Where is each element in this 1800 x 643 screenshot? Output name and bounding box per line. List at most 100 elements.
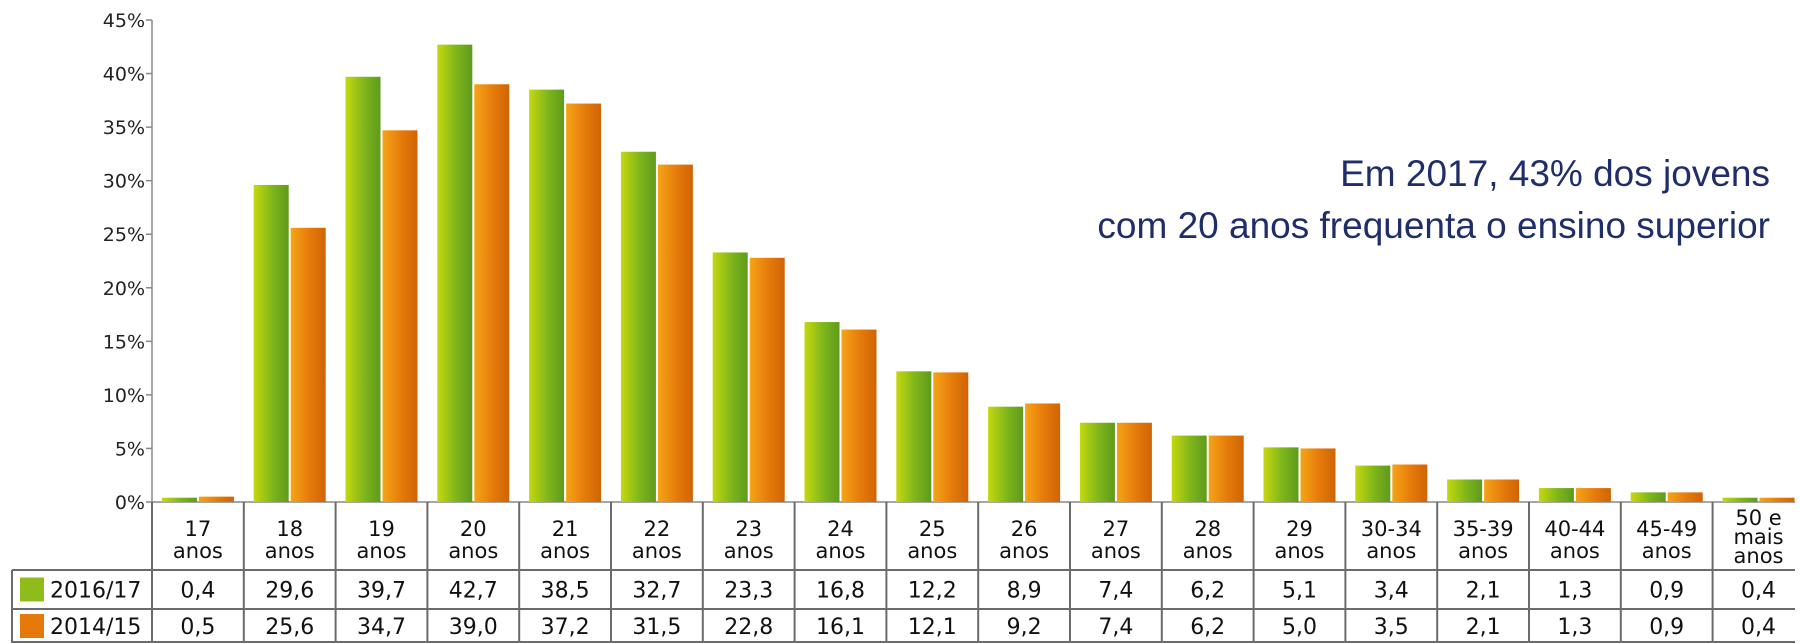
bar-2014/15 <box>1208 435 1244 502</box>
bar-2014/15 <box>1300 448 1336 502</box>
category-label: anos <box>1550 539 1600 563</box>
y-tick-label: 10% <box>103 385 145 407</box>
category-label: 20 <box>460 517 487 541</box>
data-value: 8,9 <box>1007 579 1042 604</box>
data-value: 31,5 <box>632 615 681 640</box>
category-label: 50 e <box>1735 506 1781 530</box>
data-value: 0,9 <box>1649 579 1684 604</box>
category-label: 19 <box>368 517 395 541</box>
category-label: anos <box>632 539 682 563</box>
category-label: anos <box>173 539 223 563</box>
bars <box>161 44 1795 503</box>
bar-2014/15 <box>1484 479 1520 502</box>
category-label: anos <box>724 539 774 563</box>
category-label: 17 <box>185 517 212 541</box>
y-tick-label: 0% <box>115 492 145 514</box>
category-label: anos <box>999 539 1049 563</box>
y-axis: 0% 5% 10% 15% 20% 25% 30% 35% 40% 45% <box>103 10 1795 514</box>
data-value: 32,7 <box>632 579 681 604</box>
data-value: 16,8 <box>816 579 865 604</box>
category-label: 18 <box>276 517 303 541</box>
bar-2016/17 <box>253 184 289 502</box>
bar-2014/15 <box>474 84 510 503</box>
bar-2014/15 <box>657 164 693 502</box>
category-label: 24 <box>827 517 854 541</box>
bar-2016/17 <box>1079 422 1115 502</box>
data-value: 42,7 <box>449 579 498 604</box>
bar-2016/17 <box>161 497 197 502</box>
category-label: 29 <box>1286 517 1313 541</box>
data-value: 5,1 <box>1282 579 1317 604</box>
data-value: 0,4 <box>1741 615 1776 640</box>
bar-2014/15 <box>1575 488 1611 502</box>
category-label: 22 <box>644 517 671 541</box>
bar-2016/17 <box>712 252 748 502</box>
data-value: 23,3 <box>724 579 773 604</box>
y-tick-label: 15% <box>103 331 145 353</box>
bar-2016/17 <box>1538 488 1574 502</box>
data-value: 25,6 <box>265 615 314 640</box>
bar-2016/17 <box>345 76 381 502</box>
annotation: Em 2017, 43% dos jovens com 20 anos freq… <box>1097 148 1770 252</box>
data-value: 6,2 <box>1190 615 1225 640</box>
data-value: 37,2 <box>541 615 590 640</box>
annotation-line-2: com 20 anos frequenta o ensino superior <box>1097 205 1770 246</box>
category-label: anos <box>540 539 590 563</box>
data-value: 39,0 <box>449 615 498 640</box>
bar-2014/15 <box>841 329 877 502</box>
category-label: 35-39 <box>1453 517 1514 541</box>
data-value: 0,5 <box>180 615 215 640</box>
bar-2014/15 <box>566 103 602 503</box>
annotation-line-1: Em 2017, 43% dos jovens <box>1340 153 1770 194</box>
data-table: 17anos18anos19anos20anos21anos22anos23an… <box>11 502 1795 643</box>
category-label: anos <box>448 539 498 563</box>
data-value: 22,8 <box>724 615 773 640</box>
category-label: 40-44 <box>1544 517 1605 541</box>
category-label: anos <box>357 539 407 563</box>
bar-2016/17 <box>1171 435 1207 502</box>
data-value: 1,3 <box>1557 579 1592 604</box>
bar-2016/17 <box>896 371 932 502</box>
category-label: 21 <box>552 517 579 541</box>
category-label: anos <box>265 539 315 563</box>
bar-2016/17 <box>988 406 1024 502</box>
bar-2014/15 <box>933 372 969 502</box>
bar-2016/17 <box>1722 497 1758 502</box>
bar-2014/15 <box>749 257 785 502</box>
category-label: mais <box>1733 525 1783 549</box>
bar-2016/17 <box>1263 447 1299 502</box>
category-label: 28 <box>1194 517 1221 541</box>
category-label: anos <box>1366 539 1416 563</box>
bar-2016/17 <box>804 322 840 502</box>
data-value: 9,2 <box>1007 615 1042 640</box>
data-value: 3,5 <box>1374 615 1409 640</box>
data-value: 6,2 <box>1190 579 1225 604</box>
y-tick-label: 5% <box>115 438 145 460</box>
category-label: 23 <box>735 517 762 541</box>
data-value: 7,4 <box>1098 579 1133 604</box>
bar-2014/15 <box>1667 492 1703 502</box>
data-value: 0,4 <box>180 579 215 604</box>
category-label: anos <box>1642 539 1692 563</box>
legend-swatch-2016/17 <box>20 577 44 602</box>
bar-2014/15 <box>198 496 234 502</box>
category-label: 45-49 <box>1636 517 1697 541</box>
data-value: 16,1 <box>816 615 865 640</box>
y-tick-label: 20% <box>103 278 145 300</box>
bar-2016/17 <box>620 151 656 502</box>
category-label: 27 <box>1103 517 1130 541</box>
category-label: anos <box>816 539 866 563</box>
bar-2014/15 <box>1392 464 1428 502</box>
category-label: 26 <box>1011 517 1038 541</box>
data-value: 2,1 <box>1466 615 1501 640</box>
data-value: 1,3 <box>1557 615 1592 640</box>
legend-swatch-2014/15 <box>20 614 44 638</box>
bar-2014/15 <box>382 130 418 502</box>
data-value: 38,5 <box>541 579 590 604</box>
data-value: 0,9 <box>1649 615 1684 640</box>
data-value: 29,6 <box>265 579 314 604</box>
data-value: 0,4 <box>1741 579 1776 604</box>
bar-2014/15 <box>290 227 326 502</box>
category-label: anos <box>1183 539 1233 563</box>
